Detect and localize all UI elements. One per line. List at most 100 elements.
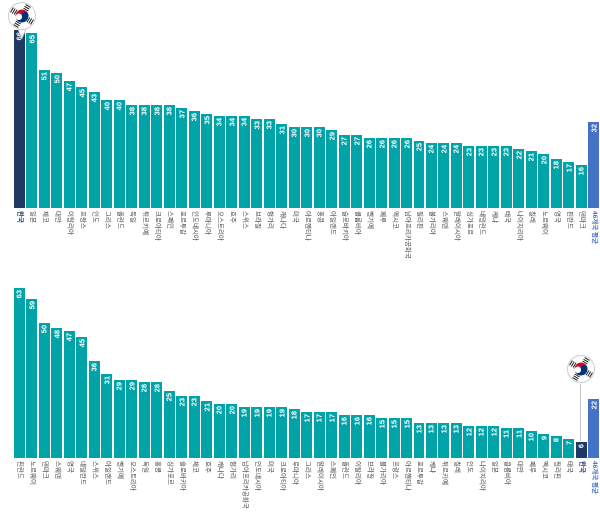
category-label: 스웨덴 xyxy=(441,211,449,229)
bar-value: 28 xyxy=(139,384,149,393)
label-slot: 스웨덴 xyxy=(51,459,62,517)
label-slot: 아일랜드 xyxy=(326,209,337,259)
bar-slot: 17 xyxy=(326,287,338,458)
label-slot: 스페인 xyxy=(326,459,337,517)
category-label: 남아프리카공화국 xyxy=(403,211,411,259)
bar-일본: 12 xyxy=(488,425,500,458)
category-label: 벨기에 xyxy=(116,461,124,479)
category-label: 스웨덴 xyxy=(54,461,62,479)
label-slot: 케냐 xyxy=(426,459,437,517)
label-slot: 태국 xyxy=(563,459,574,517)
bar-나이지리아: 12 xyxy=(475,425,487,458)
bar-slot: 19 xyxy=(251,287,263,458)
label-slot: 필리핀 xyxy=(551,459,562,517)
category-label: 홍콩 xyxy=(154,461,162,473)
label-slot: 한국 xyxy=(576,459,587,517)
bar-그리스: 17 xyxy=(301,412,313,458)
label-slot: 홍콩 xyxy=(151,459,162,517)
label-slot: 태국 xyxy=(501,209,512,259)
bar-태국: 23 xyxy=(500,145,512,208)
bar-slot: 51 xyxy=(38,29,50,208)
bar-불가리아: 24 xyxy=(425,143,437,208)
bar-아르헨티나: 15 xyxy=(401,417,412,458)
category-label: 슬로바키아 xyxy=(179,461,187,491)
label-slot: 멕시코 xyxy=(538,459,549,517)
category-label: 페루 xyxy=(528,461,536,473)
category-label: 폴란드 xyxy=(116,211,124,229)
bar-스웨덴: 48 xyxy=(51,328,63,458)
bar-slot: 40 xyxy=(113,29,125,208)
bar-slot: 12 xyxy=(475,287,487,458)
category-label: 페루 xyxy=(378,211,386,223)
bar-slot: 23 xyxy=(176,287,188,458)
bar-노르웨이: 20 xyxy=(538,154,550,208)
category-label: 멕시코 xyxy=(391,211,399,229)
bar-value: 8 xyxy=(551,438,561,443)
bar-slot: 28 xyxy=(138,287,150,458)
bar-value: 12 xyxy=(476,427,486,436)
category-label: 오스트리아 xyxy=(216,211,224,241)
south-korea-flag-icon xyxy=(8,2,36,40)
bar-value: 29 xyxy=(114,381,124,391)
label-slot: 네덜란드 xyxy=(476,209,487,259)
label-slot: 슬로바키아 xyxy=(176,459,187,517)
bar-slot: 66 xyxy=(14,29,25,208)
category-label: 칠레 xyxy=(453,461,461,473)
category-label: 한국 xyxy=(578,461,586,473)
bar-슬로바키아: 23 xyxy=(176,395,188,458)
label-slot: 독일 xyxy=(139,459,150,517)
label-slot: 일본 xyxy=(26,209,37,259)
bar-콜롬비아: 11 xyxy=(500,428,512,458)
bar-멕시코: 9 xyxy=(538,433,550,458)
bar-핀란드: 63 xyxy=(14,287,25,458)
bar-slot: 38 xyxy=(163,29,175,208)
bar-slot: 43 xyxy=(88,29,100,208)
label-slot: 캐나다 xyxy=(214,459,225,517)
bar-value: 18 xyxy=(289,411,299,420)
bar-slot: 11 xyxy=(500,287,512,458)
bar-value: 24 xyxy=(426,145,436,154)
bar-네덜란드: 45 xyxy=(76,336,88,458)
bar-포르투갈: 37 xyxy=(176,108,188,208)
bar-46개국 평균: 22 xyxy=(588,398,600,458)
label-slot: 홍콩 xyxy=(314,209,325,259)
label-slot: 튀르키예 xyxy=(139,209,150,259)
bar-slot: 16 xyxy=(363,287,375,458)
bar-value: 21 xyxy=(202,403,211,412)
bar-value: 31 xyxy=(102,376,112,385)
bar-value: 20 xyxy=(214,406,224,415)
category-label: 이탈리아 xyxy=(66,211,74,235)
category-label: 아일랜드 xyxy=(328,211,336,235)
category-label: 포르투갈 xyxy=(416,461,424,485)
category-label: 슬로바키아 xyxy=(341,211,349,241)
bar-slot: 18 xyxy=(550,29,562,208)
label-slot: 체코 xyxy=(39,209,50,259)
bar-slot: 25 xyxy=(413,29,425,208)
bar-value: 47 xyxy=(64,333,74,342)
bar-캐나다: 20 xyxy=(213,404,225,458)
bar-아르헨티나: 30 xyxy=(301,127,313,208)
label-slot: 스웨덴 xyxy=(438,209,449,259)
label-slot: 페루 xyxy=(526,459,537,517)
bar-value: 23 xyxy=(501,147,511,157)
category-label: 칠레 xyxy=(528,211,536,223)
bar-slot: 34 xyxy=(226,29,238,208)
bar-slot: 12 xyxy=(463,287,475,458)
category-label: 튀르키예 xyxy=(441,461,449,485)
label-slot: 콜롬비아 xyxy=(501,459,512,517)
bar-홍콩: 28 xyxy=(151,382,163,458)
bar-아일랜드: 29 xyxy=(326,129,338,208)
bar-value: 24 xyxy=(451,145,461,154)
bar-slot: 17 xyxy=(313,287,325,458)
label-slot: 오스트리아 xyxy=(214,209,225,259)
bar-slot: 10 xyxy=(525,287,537,458)
bar-싱가포르: 25 xyxy=(163,390,175,458)
label-slot: 그리스 xyxy=(301,459,312,517)
bar-value: 11 xyxy=(501,430,511,439)
bar-slot: 24 xyxy=(425,29,437,208)
bar-스페인: 17 xyxy=(326,412,338,458)
label-slot: 칠레 xyxy=(526,209,537,259)
bar-덴마크: 16 xyxy=(575,164,587,208)
bar-value: 21 xyxy=(526,153,536,162)
bar-오스트리아: 34 xyxy=(213,116,225,208)
